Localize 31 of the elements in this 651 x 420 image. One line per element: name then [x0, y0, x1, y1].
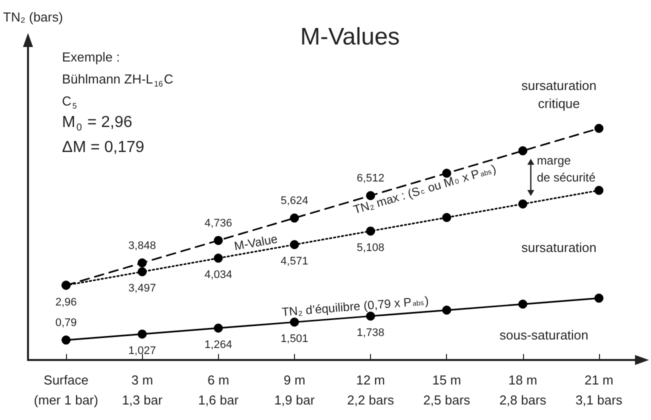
text: TN₂ (bars) — [3, 10, 63, 24]
text: sursaturation critique — [521, 78, 597, 111]
data-label: 1,738 — [356, 327, 384, 340]
data-label: 5,108 — [356, 242, 384, 254]
data-label: 3,848 — [128, 240, 156, 252]
data-label: 1,501 — [280, 333, 308, 346]
data-label: 6,512 — [356, 172, 384, 185]
x-tick-label: Surface (mer 1 bar) — [34, 372, 98, 408]
data-label: 4,571 — [280, 256, 308, 268]
x-tick-label: 15 m 2,5 bars — [423, 372, 471, 408]
text: M-Value — [233, 232, 279, 254]
annotation: ΔM = 0,179 — [62, 139, 144, 156]
annotation: sursaturation — [521, 240, 597, 255]
data-label: 3,497 — [128, 282, 156, 295]
x-tick-label: 18 m 2,8 bars — [499, 372, 547, 408]
x-tick-label: 3 m 1,3 bar — [122, 372, 164, 408]
data-label: 1,264 — [204, 339, 232, 352]
text: Exemple : — [62, 50, 120, 64]
x-tick-label: 6 m 1,6 bar — [198, 372, 240, 408]
chart-title: M-Values — [300, 24, 400, 50]
data-label: 2,96 — [55, 296, 77, 308]
x-tick-label: 9 m 1,9 bar — [274, 372, 316, 408]
x-tick-label: 21 m 3,1 bars — [575, 372, 623, 408]
annotation: marge de sécurité — [536, 153, 596, 184]
data-label: 0,79 — [55, 317, 77, 330]
x-tick-label: 12 m 2,2 bars — [347, 372, 395, 408]
data-label: 4,736 — [204, 217, 232, 230]
annotation: sous-saturation — [499, 328, 588, 343]
data-label: 5,624 — [280, 195, 308, 208]
data-label: 1,027 — [128, 345, 156, 358]
data-label: 4,034 — [204, 269, 232, 282]
